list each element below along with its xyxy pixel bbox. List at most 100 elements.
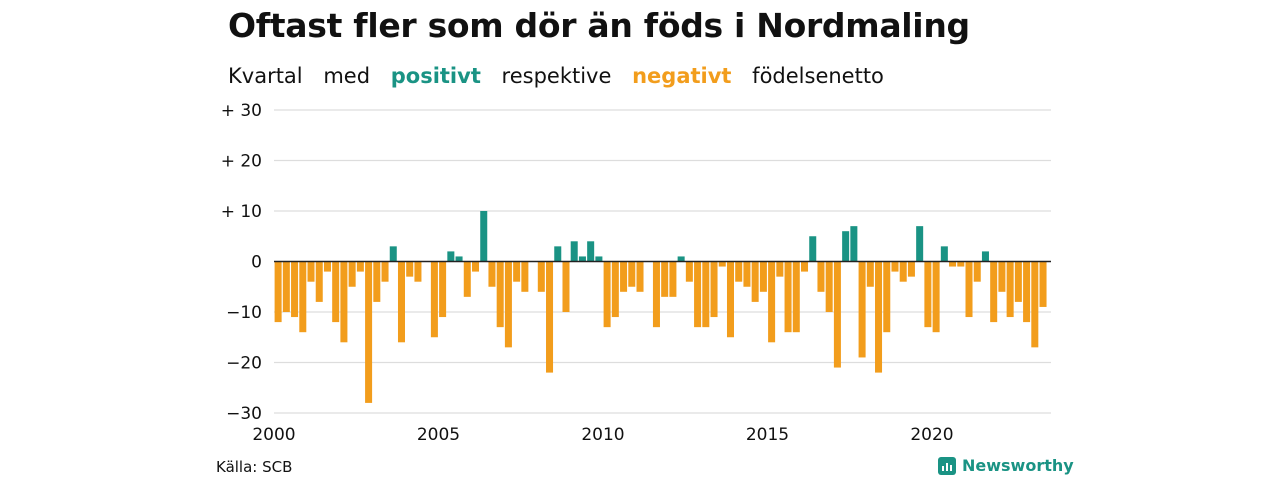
bar-negative (1023, 261, 1031, 323)
subtitle-text-kvartal: Kvartal (228, 64, 303, 88)
bar-negative (661, 261, 669, 297)
bar-negative (406, 261, 414, 277)
y-tick-label: −10 (226, 303, 262, 323)
bar-positive (578, 256, 586, 262)
bar-negative (891, 261, 899, 272)
bar-negative (932, 261, 940, 333)
x-axis-ticks: 2000 2005 2010 2015 2020 (252, 425, 953, 445)
bar-negative (907, 261, 915, 277)
bar-negative (776, 261, 784, 277)
subtitle-text-respektive: respektive (501, 64, 612, 88)
bar-positive (554, 246, 562, 262)
bar-negative (858, 261, 866, 358)
bar-negative (307, 261, 315, 282)
brand-name: Newsworthy (962, 456, 1074, 475)
y-tick-label: 0 (251, 253, 262, 273)
bar-negative (348, 261, 356, 287)
bar-negative (866, 261, 874, 287)
bar-negative (414, 261, 422, 282)
bar-negative (735, 261, 743, 282)
x-tick-label: 2020 (910, 425, 953, 445)
bar-negative (792, 261, 800, 333)
bar-negative (957, 261, 965, 267)
bar-negative (685, 261, 693, 282)
bar-negative (430, 261, 438, 338)
bar-negative (751, 261, 759, 302)
bar-negative (973, 261, 981, 282)
x-tick-label: 2000 (252, 425, 295, 445)
y-tick-label: −30 (226, 404, 262, 424)
y-axis-ticks: + 30 + 20 + 10 0 −10 −20 −30 (221, 101, 262, 424)
bar-negative (990, 261, 998, 323)
bar-positive (480, 211, 488, 262)
bar-negative (743, 261, 751, 287)
bar-positive (389, 246, 397, 262)
bar-negative (332, 261, 340, 323)
bar-negative (759, 261, 767, 292)
bar-negative (825, 261, 833, 312)
bar-positive (981, 251, 989, 262)
bar-negative (949, 261, 957, 267)
bar-negative (1039, 261, 1047, 307)
x-tick-label: 2010 (581, 425, 624, 445)
bar-negative (702, 261, 710, 328)
bar-negative (924, 261, 932, 328)
bar-positive (850, 226, 858, 262)
y-tick-label: + 30 (221, 101, 262, 121)
bar-negative (439, 261, 447, 318)
bar-negative (628, 261, 636, 287)
bar-negative (373, 261, 381, 302)
bar-negative (611, 261, 619, 318)
bar-negative (726, 261, 734, 338)
bar-positive (595, 256, 603, 262)
bar-positive (587, 241, 595, 262)
bar-negative (513, 261, 521, 282)
bar-negative (504, 261, 512, 348)
subtitle-text-med: med (323, 64, 371, 88)
bar-negative (356, 261, 364, 272)
bar-negative (299, 261, 307, 333)
chart-subtitle: Kvartal med positivt respektive negativt… (228, 64, 898, 88)
bar-negative (282, 261, 290, 312)
bar-negative (472, 261, 480, 272)
bar-negative (718, 261, 726, 267)
bar-negative (463, 261, 471, 297)
bar-positive (455, 256, 463, 262)
bar-negative (274, 261, 282, 323)
y-tick-label: + 20 (221, 152, 262, 172)
newsworthy-logo: Newsworthy (938, 456, 1074, 475)
bar-positive (940, 246, 948, 262)
bar-negative (1006, 261, 1014, 318)
bar-negative (521, 261, 529, 292)
newsworthy-icon (938, 456, 956, 475)
bar-negative (998, 261, 1006, 292)
bar-negative (694, 261, 702, 328)
bar-negative (381, 261, 389, 282)
bar-negative (636, 261, 644, 292)
bar-negative (801, 261, 809, 272)
bar-negative (340, 261, 348, 343)
bar-positive (570, 241, 578, 262)
y-tick-label: + 10 (221, 202, 262, 222)
bar-negative (291, 261, 299, 318)
bar-negative (537, 261, 545, 292)
bar-negative (562, 261, 570, 312)
subtitle-text-fodelsenetto: födelsenetto (752, 64, 884, 88)
bar-positive (916, 226, 924, 262)
bar-negative (323, 261, 331, 272)
bar-negative (883, 261, 891, 333)
bar-negative (833, 261, 841, 368)
bar-negative (1031, 261, 1039, 348)
bar-negative (603, 261, 611, 328)
bar-negative (620, 261, 628, 292)
bar-positive (809, 236, 817, 262)
bar-negative (875, 261, 883, 373)
bar-positive (842, 231, 850, 262)
x-tick-label: 2015 (746, 425, 789, 445)
bar-negative (365, 261, 373, 403)
bar-negative (817, 261, 825, 292)
bar-negative (652, 261, 660, 328)
bar-negative (496, 261, 504, 328)
subtitle-negative-word: negativt (632, 64, 732, 88)
